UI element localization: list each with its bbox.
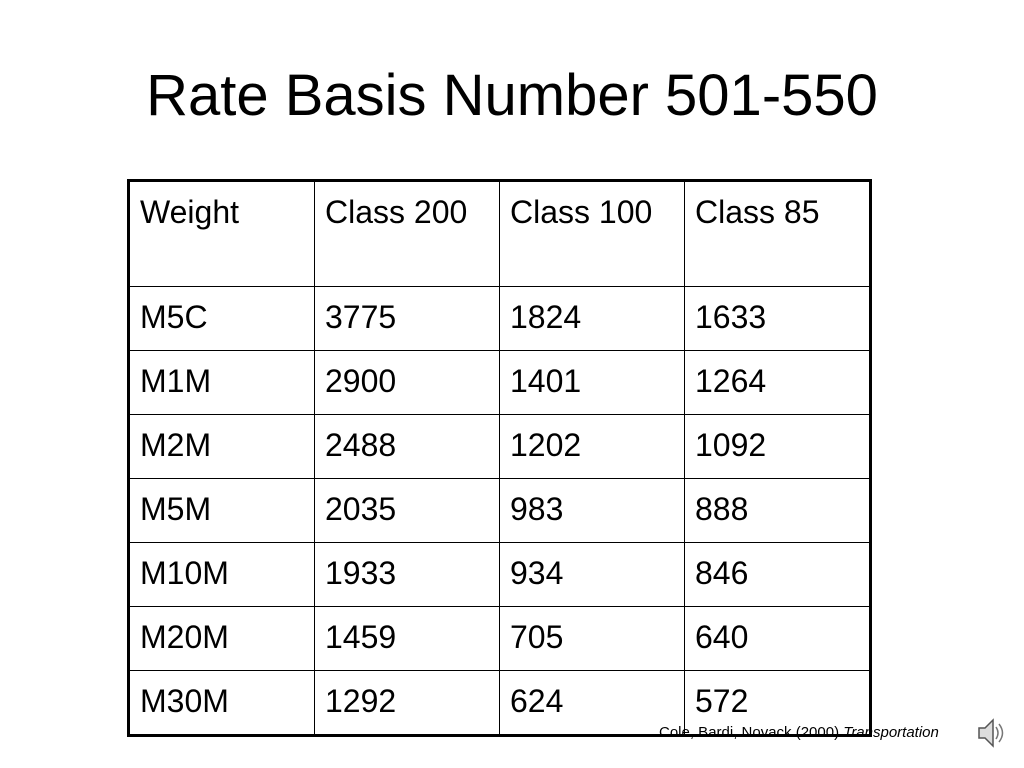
weight-cell: M1M <box>128 350 315 415</box>
rate-cell: 1824 <box>499 286 685 351</box>
rate-cell: 1459 <box>314 606 500 671</box>
table-row: M2M 2488 1202 1092 <box>128 414 871 479</box>
table-row: M20M 1459 705 640 <box>128 606 871 671</box>
table-row: M1M 2900 1401 1264 <box>128 350 871 415</box>
weight-cell: M5M <box>128 478 315 543</box>
citation: Cole, Bardi, Novack (2000) Transportatio… <box>659 724 939 741</box>
rate-cell: 1401 <box>499 350 685 415</box>
rate-cell: 888 <box>684 478 871 543</box>
header-cell: Weight <box>128 180 315 287</box>
table-row: M5M 2035 983 888 <box>128 478 871 543</box>
weight-cell: M20M <box>128 606 315 671</box>
rate-cell: 1633 <box>684 286 871 351</box>
rate-cell: 624 <box>499 670 685 736</box>
rate-table: Weight Class 200 Class 100 Class 85 M5C 3775 1… <box>127 179 872 737</box>
header-row: Weight Class 200 Class 100 Class 85 <box>128 180 871 287</box>
rate-cell: 1202 <box>499 414 685 479</box>
weight-cell: M30M <box>128 670 315 736</box>
speaker-icon[interactable] <box>976 716 1006 750</box>
header-cell: Class 100 <box>499 180 685 287</box>
rate-cell: 983 <box>499 478 685 543</box>
weight-cell: M10M <box>128 542 315 607</box>
rate-cell: 1092 <box>684 414 871 479</box>
rate-cell: 1292 <box>314 670 500 736</box>
table-row: M5C 3775 1824 1633 <box>128 286 871 351</box>
table-row: M10M 1933 934 846 <box>128 542 871 607</box>
rate-cell: 705 <box>499 606 685 671</box>
weight-cell: M2M <box>128 414 315 479</box>
rate-cell: 572 <box>684 670 871 736</box>
rate-cell: 640 <box>684 606 871 671</box>
rate-cell: 2900 <box>314 350 500 415</box>
rate-cell: 2488 <box>314 414 500 479</box>
rate-cell: 846 <box>684 542 871 607</box>
citation-work: Transportation <box>843 724 939 741</box>
header-cell: Class 200 <box>314 180 500 287</box>
rate-cell: 934 <box>499 542 685 607</box>
rate-cell: 2035 <box>314 478 500 543</box>
weight-cell: M5C <box>128 286 315 351</box>
header-cell: Class 85 <box>684 180 871 287</box>
slide-title: Rate Basis Number 501-550 <box>146 63 878 128</box>
table-row: M30M 1292 624 572 <box>128 670 871 736</box>
rate-cell: 1933 <box>314 542 500 607</box>
citation-authors: Cole, Bardi, Novack (2000) <box>659 724 840 741</box>
rate-cell: 1264 <box>684 350 871 415</box>
rate-cell: 3775 <box>314 286 500 351</box>
